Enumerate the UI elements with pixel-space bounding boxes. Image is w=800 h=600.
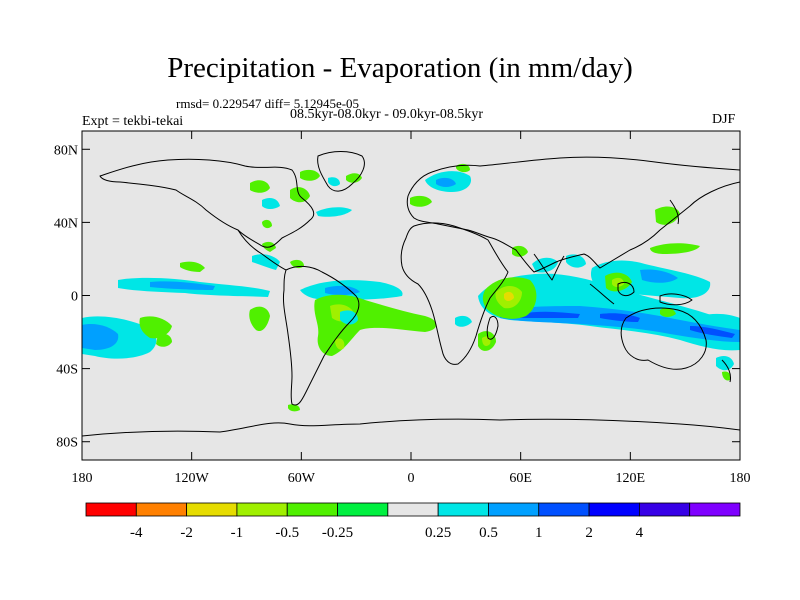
field-india-cyan [532, 257, 558, 273]
colorbar-label-4: -0.25 [322, 525, 353, 541]
field-north-america-green-2 [290, 187, 310, 203]
coastline-japan [669, 199, 679, 225]
field-brazil-yellowgreen [335, 338, 345, 350]
colorbar-swatch-7 [437, 502, 489, 517]
lon-label-4: 60E [509, 471, 532, 486]
field-maritime-yellowgreen [612, 277, 624, 287]
field-pacific-green [180, 261, 205, 272]
colorbar-swatch-6 [387, 502, 439, 517]
colorbar-swatch-0 [85, 502, 137, 517]
field-north-america-green-3 [300, 169, 320, 181]
field-south-pacific-green-1 [139, 316, 172, 339]
field-north-america-green-4 [346, 173, 362, 183]
latitude-axis: 80N 40N 0 40S 80S [54, 143, 740, 451]
period-difference-label: 08.5kyr-08.0kyr - 09.0kyr-08.5kyr [290, 107, 484, 122]
field-maritime-blue [640, 269, 678, 283]
coastline-south-america [283, 265, 360, 406]
coastline-eurasia [406, 156, 740, 273]
colorbar-swatch-2 [186, 502, 238, 517]
colorbar-label-0: -4 [130, 525, 143, 541]
field-japan-green [655, 206, 680, 225]
field-west-pacific-green [650, 243, 700, 254]
field-north-america-cyan [262, 198, 280, 209]
field-madagascar-cyan [455, 315, 472, 327]
colorbar-label-5: 0.25 [425, 525, 451, 541]
coastline-india [533, 253, 565, 281]
coastline-sumatra [589, 283, 615, 305]
field-gulf-green [262, 219, 272, 229]
coastline-africa [400, 222, 509, 365]
field-north-atlantic-cyan [316, 207, 352, 217]
coastlines [82, 151, 740, 437]
experiment-label: Expt = tekbi-tekai [82, 114, 184, 129]
colorbar-label-1: -2 [180, 525, 193, 541]
coastline-central-america [237, 229, 287, 271]
colorbar-swatch-9 [538, 502, 590, 517]
field-south-pacific-blue [82, 324, 119, 350]
lon-label-0: 180 [72, 471, 93, 486]
lon-label-5: 120E [616, 471, 646, 486]
colorbar-swatch-5 [337, 502, 389, 517]
field-dateline-cyan [700, 313, 740, 326]
longitude-axis: 180 120W 60W 0 60E 120E 180 [72, 131, 751, 486]
lat-label-1: 40N [54, 216, 78, 231]
field-europe-green-1 [410, 195, 432, 207]
colorbar-swatch-3 [236, 502, 288, 517]
field-south-indian-green [660, 307, 676, 317]
anomaly-fields [82, 163, 740, 412]
field-scandinavia-blue [436, 177, 456, 187]
season-label: DJF [712, 112, 736, 127]
coastline-new-guinea [659, 293, 693, 306]
lon-label-6: 180 [730, 471, 751, 486]
field-patagonia-green [288, 404, 300, 412]
coastline-greenland [317, 151, 365, 192]
field-panama-cyan [252, 254, 280, 270]
colorbar-label-3: -0.5 [275, 525, 299, 541]
map-title: Precipitation - Evaporation (in mm/day) [167, 52, 633, 84]
colorbar-swatch-10 [588, 502, 640, 517]
coastline-madagascar [486, 315, 499, 340]
field-greenland-cyan [328, 177, 340, 187]
colorbar: -4 -2 -1 -0.5 -0.25 0.25 0.5 1 2 4 [85, 502, 741, 541]
coastline-new-zealand [721, 359, 731, 383]
colorbar-swatch-8 [488, 502, 540, 517]
lon-label-3: 0 [408, 471, 415, 486]
colorbar-label-2: -1 [231, 525, 244, 541]
field-pacific-itcz-blue [150, 281, 215, 290]
colorbar-swatch-11 [638, 502, 691, 517]
lat-label-2: 0 [71, 290, 78, 305]
colorbar-label-8: 2 [585, 525, 593, 541]
lat-label-0: 80N [54, 143, 78, 158]
field-south-atlantic-cyan [340, 310, 358, 325]
field-east-africa-yellow [504, 291, 514, 301]
colorbar-swatch-4 [286, 502, 338, 517]
field-atlantic-itcz-blue [325, 285, 360, 296]
lat-label-3: 40S [56, 363, 78, 378]
coastline-australia [620, 307, 707, 370]
field-south-pacific-green-3 [249, 306, 270, 332]
stats-text: rmsd= 0.229547 diff= 5.12945e-05 [176, 96, 360, 111]
colorbar-label-7: 1 [535, 525, 543, 541]
field-india-green [512, 245, 528, 257]
colorbar-label-9: 4 [636, 525, 644, 541]
coastline-antarctica [82, 418, 740, 437]
field-south-pacific-green-2 [156, 333, 172, 347]
coastline-north-america [99, 158, 315, 248]
colorbar-swatch-1 [135, 502, 188, 517]
colorbar-label-6: 0.5 [479, 525, 498, 541]
lat-label-4: 80S [56, 436, 78, 451]
field-new-zealand-green [722, 371, 731, 381]
coastline-borneo [617, 281, 635, 297]
colorbar-swatch-12 [689, 502, 741, 517]
lon-label-2: 60W [288, 471, 316, 486]
field-north-america-green-1 [250, 180, 270, 193]
lon-label-1: 120W [175, 471, 210, 486]
